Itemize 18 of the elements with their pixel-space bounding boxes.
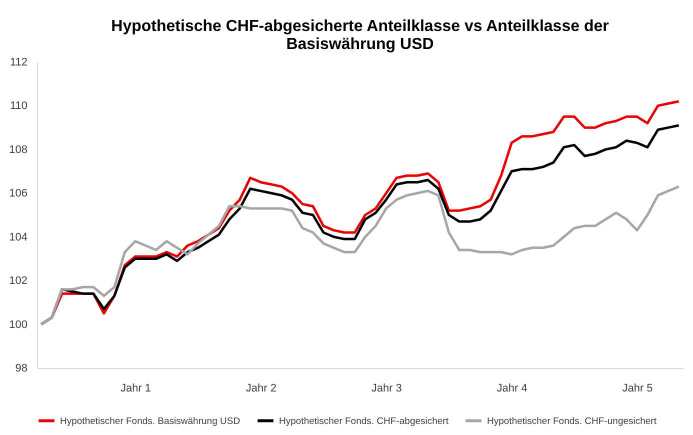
y-tick-label: 100 <box>9 318 28 331</box>
y-tick-label: 104 <box>9 231 28 244</box>
x-tick-label: Jahr 5 <box>622 382 653 394</box>
line-series <box>40 185 680 326</box>
x-tick-label: Jahr 1 <box>120 382 152 394</box>
y-tick-label: 98 <box>15 362 28 374</box>
legend-label: Hypothetischer Fonds. CHF-abgesichert <box>279 416 449 427</box>
y-tick-label: 110 <box>10 100 28 112</box>
chart-title: Hypothetische CHF-abgesicherte Anteilklasse vs Anteilklasse der Basiswährung USD <box>111 18 609 53</box>
x-tick-label: Jahr 3 <box>371 382 402 394</box>
y-tick-label: 108 <box>9 144 28 156</box>
y-tick-label: 106 <box>9 188 28 200</box>
y-tick-label: 102 <box>9 275 28 288</box>
y-tick-label: 112 <box>10 56 28 68</box>
x-tick-label: Jahr 4 <box>496 382 528 394</box>
x-tick-label: Jahr 2 <box>246 382 276 394</box>
legend-label: Hypothetischer Fonds. Basiswährung USD <box>60 416 240 427</box>
legend-label: Hypothetischer Fonds. CHF-ungesichert <box>487 416 657 427</box>
